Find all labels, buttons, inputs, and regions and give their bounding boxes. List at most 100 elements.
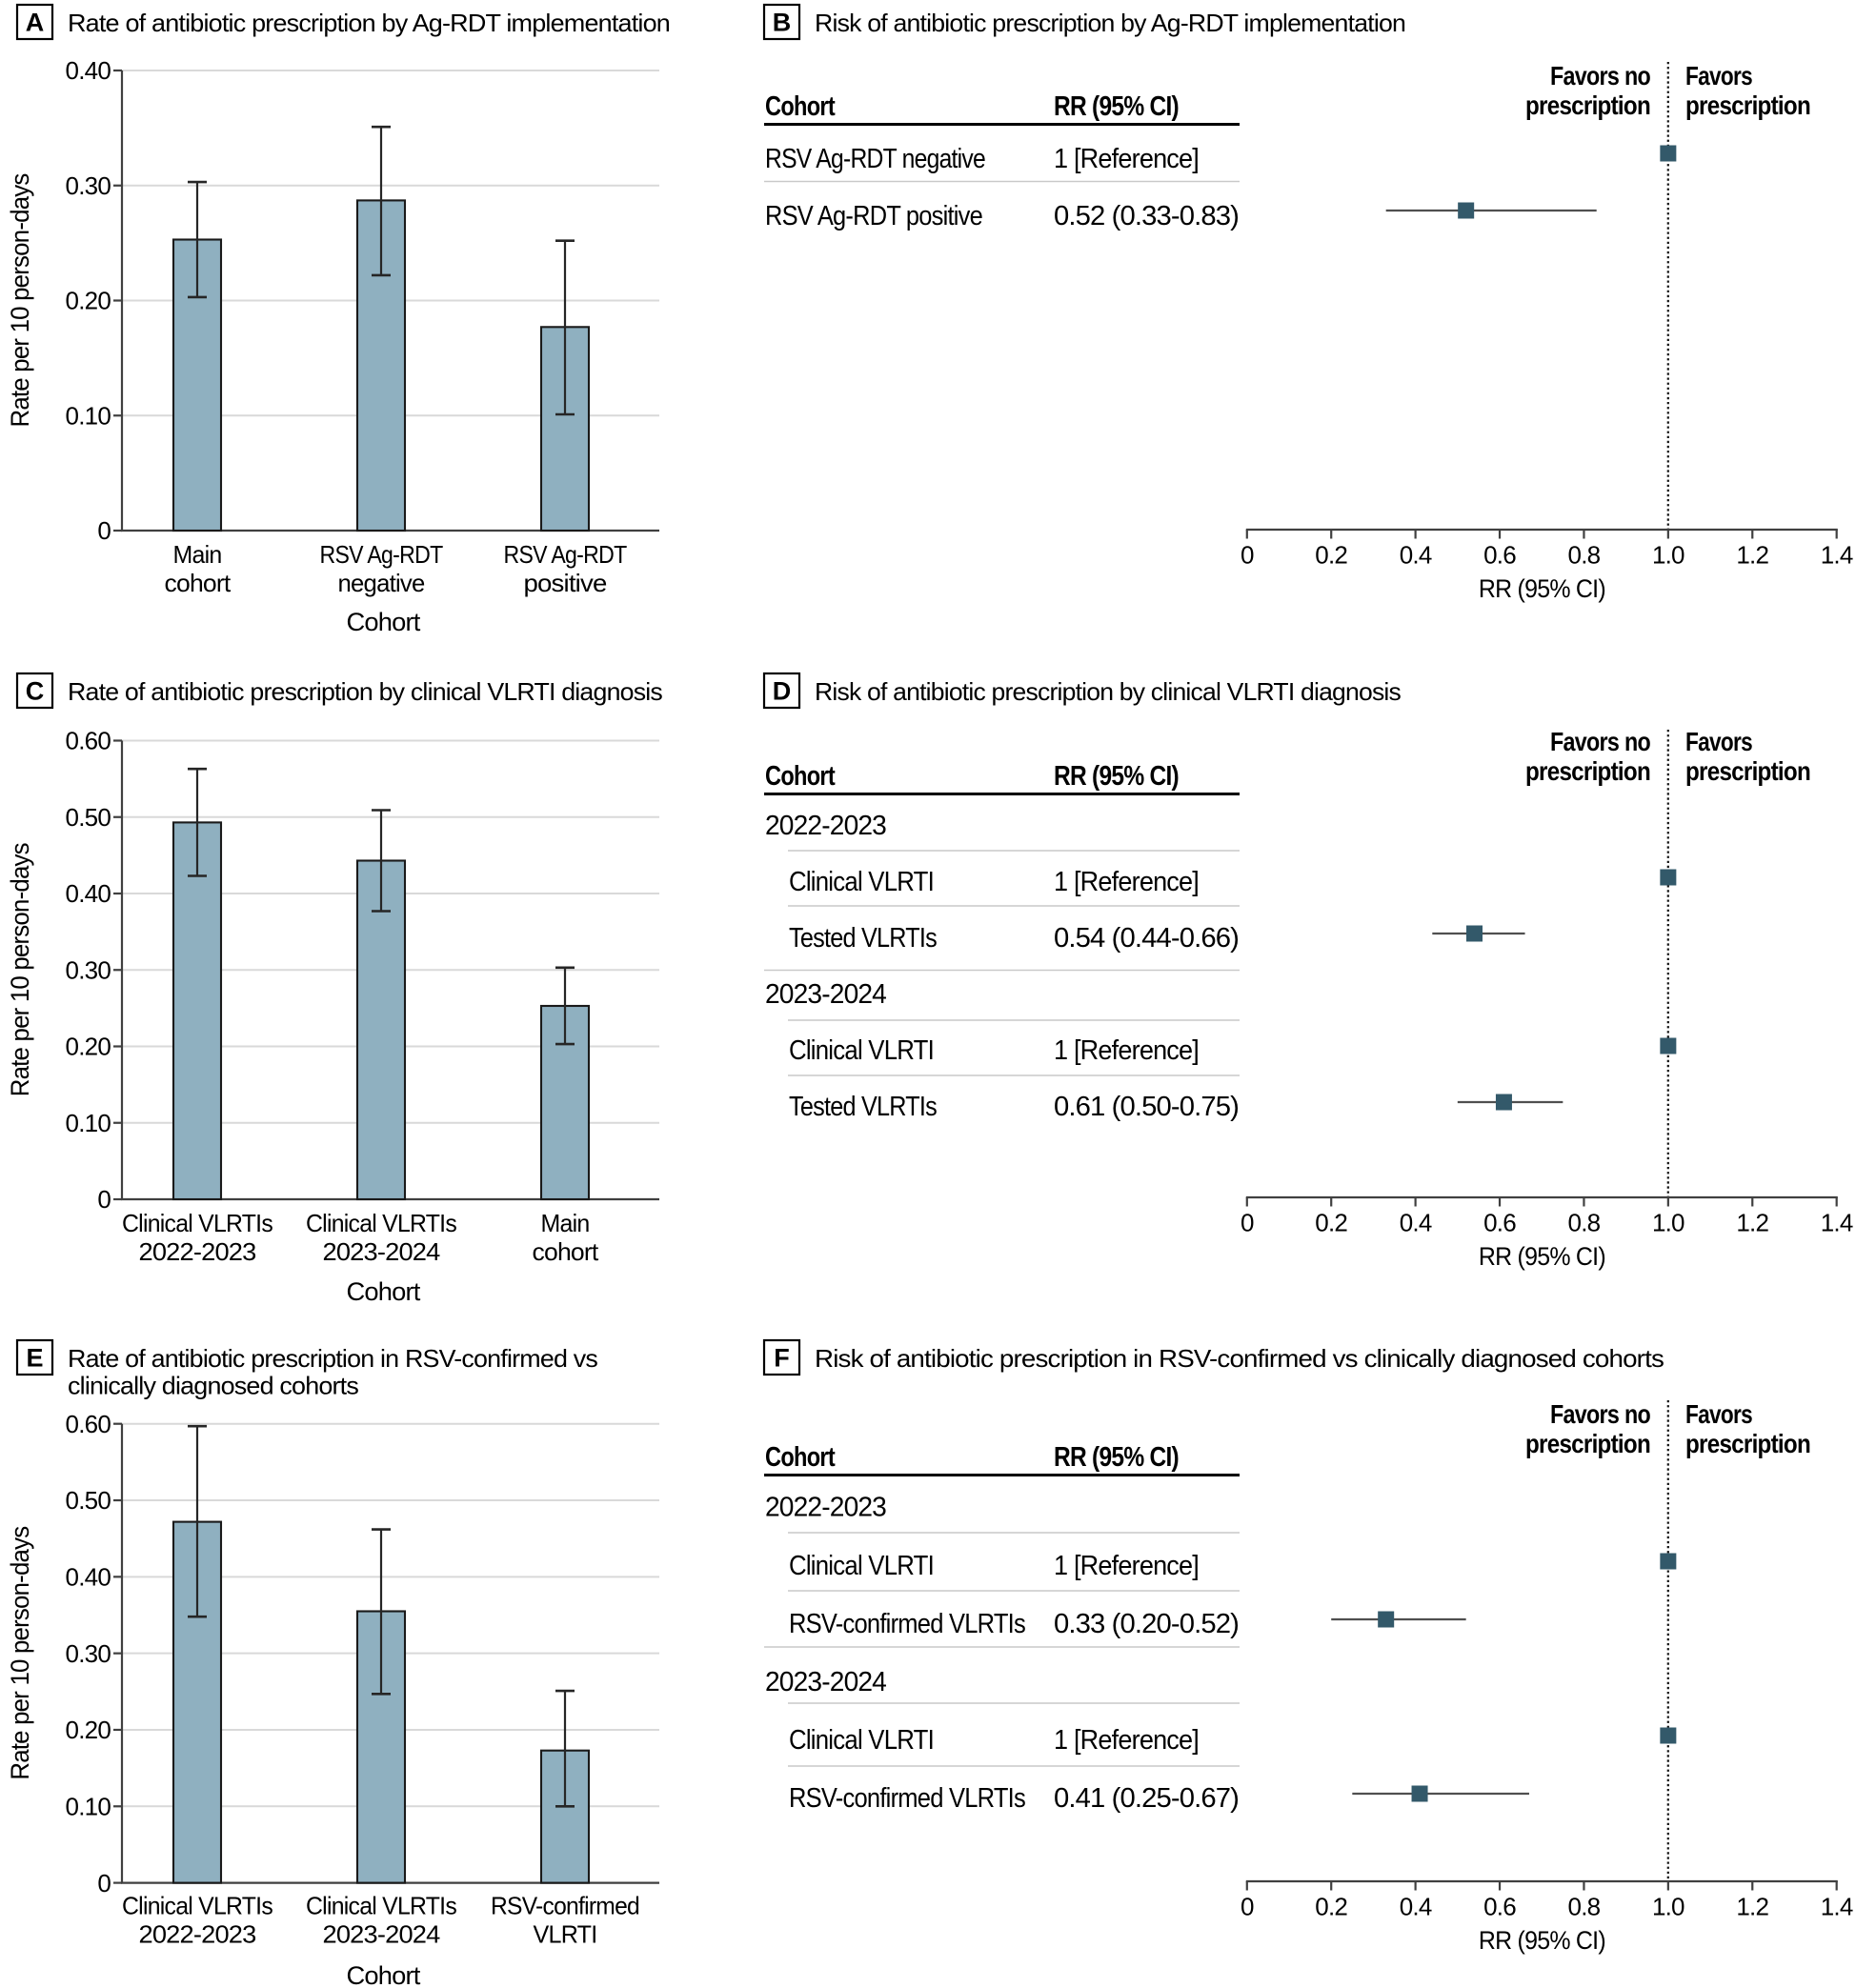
svg-text:1 [Reference]: 1 [Reference] [1054, 144, 1199, 174]
svg-text:1.2: 1.2 [1736, 540, 1768, 569]
svg-text:prescription: prescription [1525, 1429, 1650, 1458]
svg-text:VLRTI: VLRTI [534, 1920, 597, 1949]
svg-text:Risk of antibiotic prescriptio: Risk of antibiotic prescription by Ag-RD… [815, 9, 1405, 37]
svg-text:0: 0 [97, 1869, 111, 1898]
svg-text:Risk of antibiotic prescriptio: Risk of antibiotic prescription in RSV-c… [815, 1344, 1664, 1373]
svg-text:0.2: 0.2 [1315, 1208, 1347, 1236]
svg-text:Favors: Favors [1685, 61, 1752, 90]
svg-text:0.6: 0.6 [1483, 1208, 1516, 1236]
svg-text:2023-2024: 2023-2024 [323, 1237, 440, 1266]
svg-text:0.6: 0.6 [1483, 540, 1516, 569]
svg-text:Favors no: Favors no [1550, 727, 1651, 756]
svg-text:0.40: 0.40 [66, 1563, 111, 1592]
svg-text:0: 0 [97, 1185, 111, 1214]
svg-text:RR (95% CI): RR (95% CI) [1479, 574, 1605, 603]
svg-text:0.8: 0.8 [1568, 540, 1601, 569]
svg-text:RR (95% CI): RR (95% CI) [1054, 91, 1179, 122]
svg-text:0.8: 0.8 [1568, 1892, 1601, 1920]
svg-text:1.4: 1.4 [1821, 1208, 1853, 1236]
svg-text:0: 0 [1241, 540, 1254, 569]
svg-text:0.4: 0.4 [1400, 540, 1432, 569]
svg-text:2023-2024: 2023-2024 [323, 1920, 440, 1949]
svg-text:2023-2024: 2023-2024 [765, 1667, 887, 1697]
svg-text:Favors: Favors [1685, 727, 1752, 756]
svg-text:Cohort: Cohort [765, 1442, 836, 1473]
svg-text:0.30: 0.30 [66, 1639, 111, 1668]
svg-text:Cohort: Cohort [765, 91, 836, 122]
svg-text:0.10: 0.10 [66, 1792, 111, 1820]
svg-text:0.4: 0.4 [1400, 1892, 1432, 1920]
svg-text:0: 0 [1241, 1892, 1254, 1920]
svg-text:0.8: 0.8 [1568, 1208, 1601, 1236]
svg-text:0.30: 0.30 [66, 171, 111, 200]
svg-text:Main: Main [173, 540, 222, 569]
svg-text:RR (95% CI): RR (95% CI) [1479, 1926, 1605, 1955]
svg-text:0.60: 0.60 [66, 727, 111, 755]
svg-text:Risk of antibiotic prescriptio: Risk of antibiotic prescription by clini… [815, 677, 1402, 706]
svg-text:1.2: 1.2 [1736, 1208, 1768, 1236]
svg-text:C: C [26, 677, 45, 706]
svg-text:0.2: 0.2 [1315, 540, 1347, 569]
svg-text:cohort: cohort [533, 1237, 600, 1266]
svg-text:Main: Main [541, 1209, 590, 1237]
svg-text:1 [Reference]: 1 [Reference] [1054, 1035, 1199, 1066]
svg-text:Favors no: Favors no [1550, 1399, 1651, 1429]
svg-text:0.33 (0.20-0.52): 0.33 (0.20-0.52) [1054, 1609, 1239, 1639]
svg-text:RR (95% CI): RR (95% CI) [1054, 761, 1179, 792]
svg-text:Tested VLRTIs: Tested VLRTIs [789, 1092, 937, 1122]
svg-text:RSV Ag-RDT negative: RSV Ag-RDT negative [765, 144, 985, 174]
svg-text:0.41 (0.25-0.67): 0.41 (0.25-0.67) [1054, 1783, 1239, 1814]
svg-text:0.20: 0.20 [66, 1033, 111, 1061]
svg-text:Clinical VLRTIs: Clinical VLRTIs [306, 1892, 457, 1920]
svg-text:2022-2023: 2022-2023 [765, 1493, 886, 1523]
svg-text:Clinical VLRTIs: Clinical VLRTIs [306, 1209, 457, 1237]
svg-text:Clinical VLRTIs: Clinical VLRTIs [122, 1209, 273, 1237]
svg-text:0.10: 0.10 [66, 1109, 111, 1137]
svg-text:F: F [774, 1344, 790, 1373]
svg-text:Tested VLRTIs: Tested VLRTIs [789, 923, 937, 954]
svg-text:Rate per 10 person-days: Rate per 10 person-days [6, 173, 34, 427]
svg-text:0.54 (0.44-0.66): 0.54 (0.44-0.66) [1054, 923, 1239, 954]
svg-text:RSV-confirmed: RSV-confirmed [491, 1892, 639, 1920]
svg-text:Rate per 10 person-days: Rate per 10 person-days [6, 843, 34, 1096]
svg-text:negative: negative [338, 569, 425, 597]
svg-text:B: B [773, 9, 792, 37]
svg-text:positive: positive [524, 569, 607, 597]
svg-text:0.4: 0.4 [1400, 1208, 1432, 1236]
svg-text:E: E [26, 1344, 43, 1373]
svg-text:Rate per 10 person-days: Rate per 10 person-days [6, 1526, 34, 1779]
svg-text:RR (95% CI): RR (95% CI) [1479, 1242, 1605, 1271]
svg-text:2022-2023: 2022-2023 [139, 1237, 256, 1266]
svg-text:prescription: prescription [1525, 756, 1650, 786]
svg-text:0: 0 [1241, 1208, 1254, 1236]
svg-text:2022-2023: 2022-2023 [139, 1920, 256, 1949]
svg-text:1 [Reference]: 1 [Reference] [1054, 1725, 1199, 1756]
svg-text:Clinical VLRTI: Clinical VLRTI [789, 1035, 934, 1066]
svg-text:Clinical VLRTI: Clinical VLRTI [789, 1551, 934, 1581]
svg-text:Cohort: Cohort [765, 761, 836, 792]
svg-text:Clinical VLRTI: Clinical VLRTI [789, 867, 934, 897]
svg-text:1 [Reference]: 1 [Reference] [1054, 1551, 1199, 1581]
svg-text:Cohort: Cohort [347, 1277, 421, 1306]
svg-text:RSV Ag-RDT: RSV Ag-RDT [504, 540, 628, 569]
svg-text:0.10: 0.10 [66, 401, 111, 430]
svg-text:0.60: 0.60 [66, 1410, 111, 1438]
svg-text:0.52 (0.33-0.83): 0.52 (0.33-0.83) [1054, 201, 1239, 231]
svg-text:0.20: 0.20 [66, 287, 111, 315]
svg-text:0.20: 0.20 [66, 1716, 111, 1744]
svg-text:0.40: 0.40 [66, 56, 111, 85]
svg-text:clinically diagnosed cohorts: clinically diagnosed cohorts [68, 1371, 359, 1399]
svg-text:Rate of antibiotic prescriptio: Rate of antibiotic prescription by clini… [68, 677, 663, 706]
svg-text:RSV Ag-RDT positive: RSV Ag-RDT positive [765, 201, 982, 231]
svg-text:1.2: 1.2 [1736, 1892, 1768, 1920]
svg-text:Favors no: Favors no [1550, 61, 1651, 90]
svg-text:1.4: 1.4 [1821, 540, 1853, 569]
svg-text:0.61 (0.50-0.75): 0.61 (0.50-0.75) [1054, 1092, 1239, 1122]
svg-text:Rate of antibiotic prescriptio: Rate of antibiotic prescription in RSV-c… [68, 1344, 598, 1373]
svg-text:0.50: 0.50 [66, 803, 111, 832]
svg-text:0.50: 0.50 [66, 1486, 111, 1515]
svg-text:cohort: cohort [165, 569, 232, 597]
svg-text:Favors: Favors [1685, 1399, 1752, 1429]
svg-text:1.0: 1.0 [1652, 1208, 1685, 1236]
svg-text:RR (95% CI): RR (95% CI) [1054, 1442, 1179, 1473]
